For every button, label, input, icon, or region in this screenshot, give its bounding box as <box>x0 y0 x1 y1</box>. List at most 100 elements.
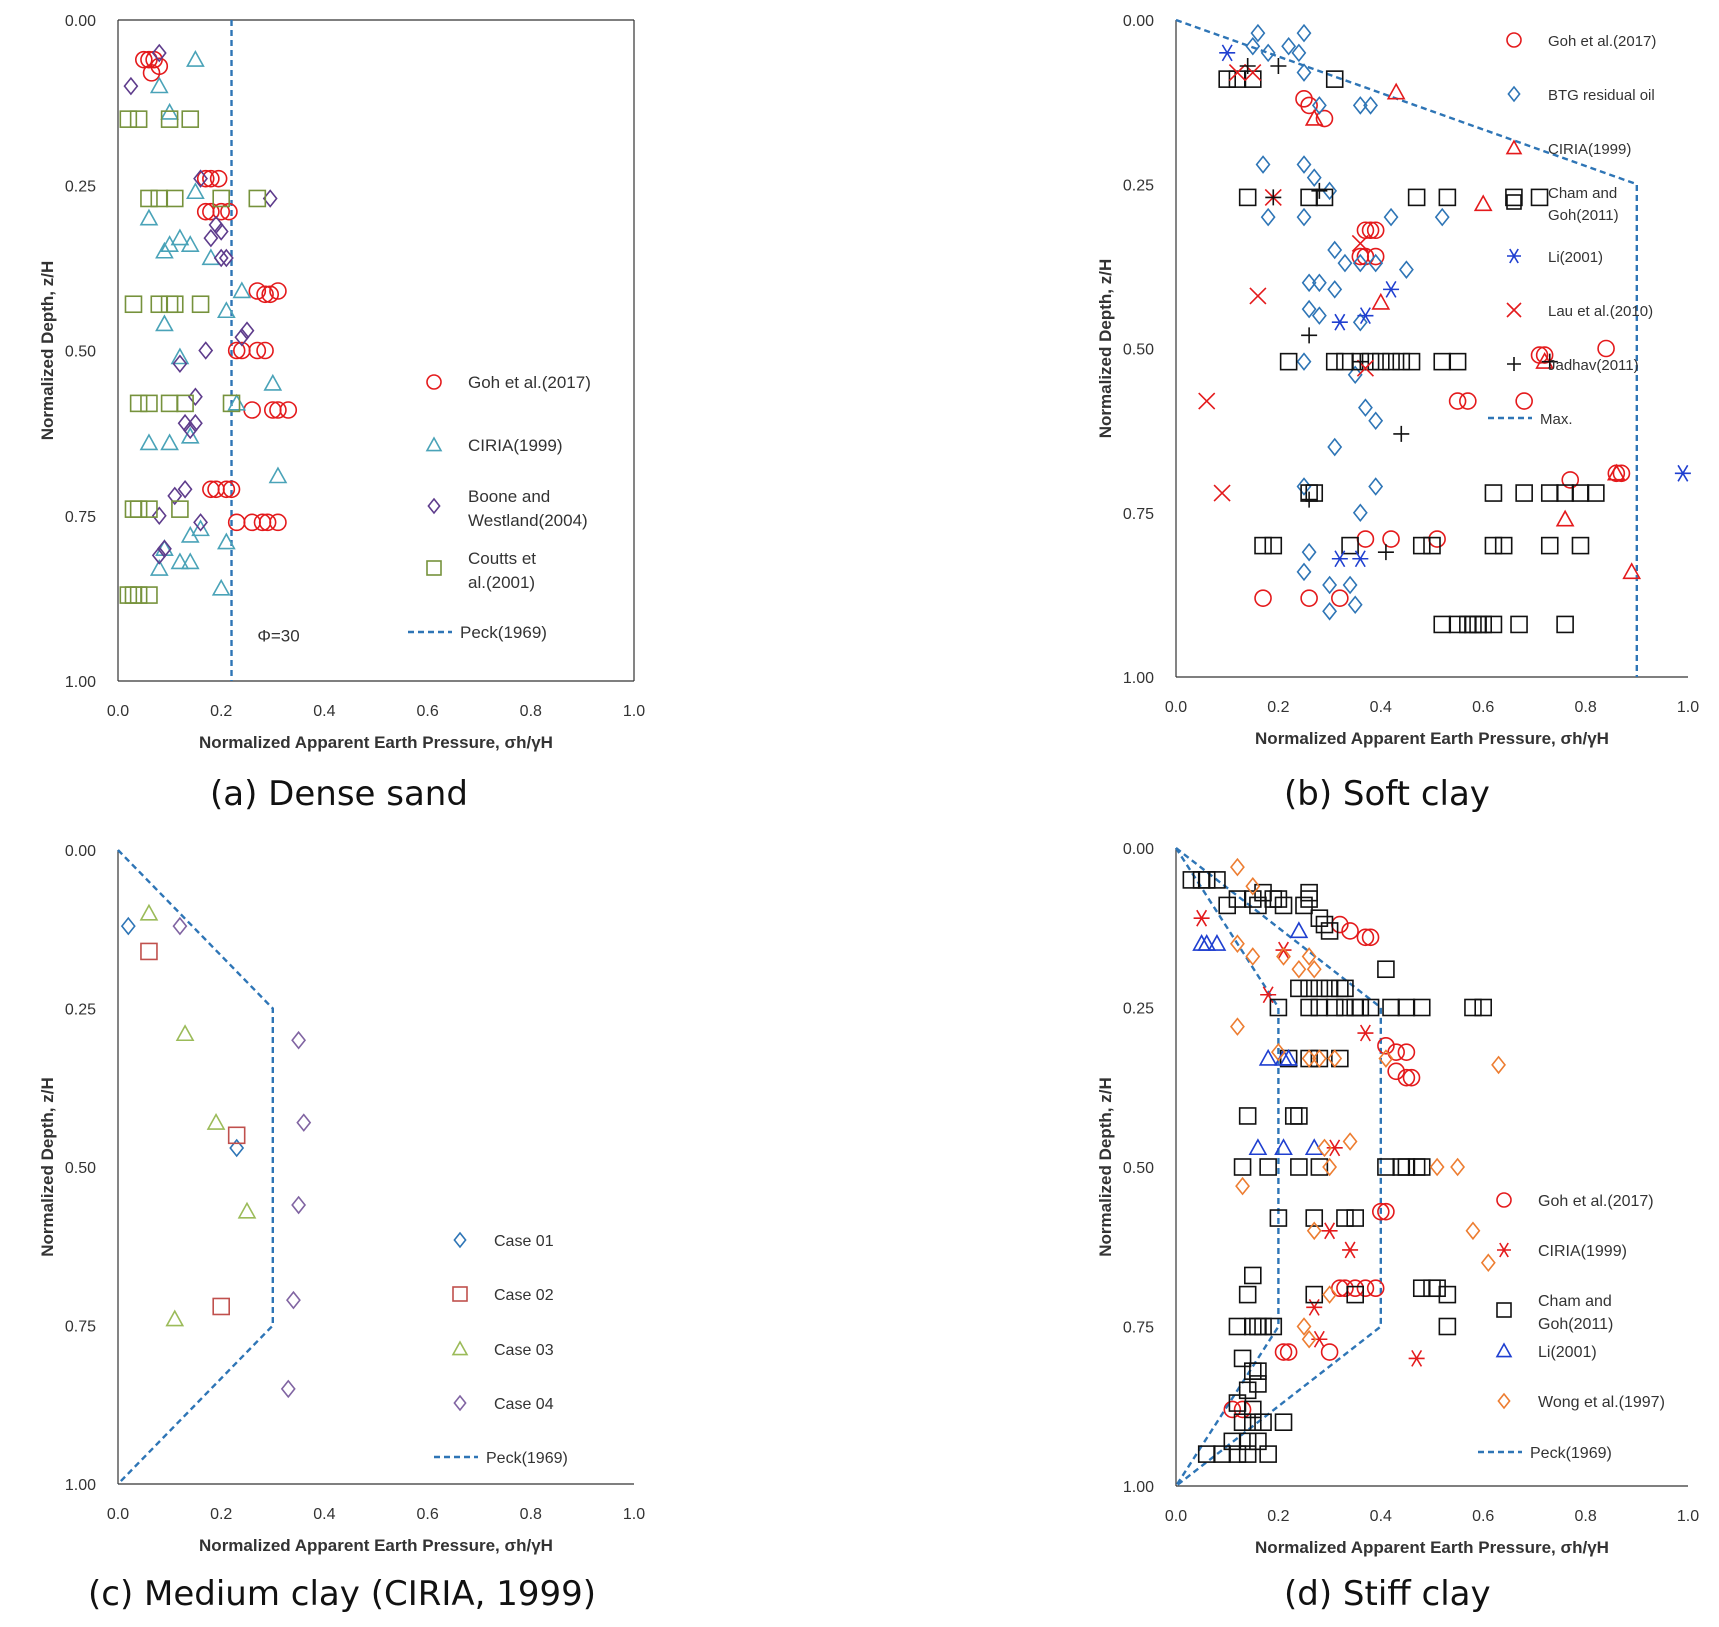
panel-a-point <box>140 50 158 69</box>
panel-d-point <box>1244 1266 1262 1285</box>
panel-b-point <box>1296 562 1312 582</box>
panel-b-point <box>1311 182 1328 199</box>
panel-b-point <box>1352 96 1368 115</box>
panel-d-point <box>1325 998 1344 1017</box>
panel-a-point <box>150 189 169 208</box>
panel-b-point <box>1571 484 1590 502</box>
panel-a-xtick-label: 0.8 <box>520 703 542 720</box>
panel-a-ytick-label: 0.50 <box>65 344 96 361</box>
panel-d-point <box>1230 1017 1245 1036</box>
panel-a-point <box>151 506 167 526</box>
panel-d-point <box>1310 979 1329 998</box>
panel-b-point <box>1238 188 1257 207</box>
panel-a-point <box>217 532 236 550</box>
panel-d-point <box>1372 1202 1390 1221</box>
panel-b-legend-label: CIRIA(1999) <box>1548 141 1631 158</box>
panel-c-point <box>120 916 136 936</box>
panel-b-point <box>1265 189 1282 206</box>
panel-b-point <box>1296 352 1312 371</box>
panel-a-point <box>129 110 148 128</box>
panel-a-xtick-label: 0.4 <box>313 703 335 720</box>
panel-a-point <box>181 110 200 128</box>
panel-a-point <box>171 500 189 518</box>
panel-b-ytick-label: 0.00 <box>1123 13 1154 30</box>
panel-c-legend-marker <box>451 1340 469 1356</box>
panel-a-point <box>268 466 288 484</box>
panel-b-point <box>1322 602 1338 621</box>
caption-a: (a) Dense sand <box>210 774 468 814</box>
panel-d-xlabel: Normalized Apparent Earth Pressure, σh/γ… <box>1255 1538 1609 1557</box>
panel-b-point <box>1218 70 1236 88</box>
panel-d-point <box>1233 1158 1252 1176</box>
panel-d-ytick-label: 0.50 <box>1123 1160 1154 1177</box>
panel-b-legend-marker <box>1507 85 1521 103</box>
panel-d-point <box>1327 1049 1343 1068</box>
panel-d-point <box>1474 998 1492 1017</box>
panel-d-point <box>1279 1048 1298 1066</box>
panel-c-legend-marker <box>453 1231 467 1249</box>
panel-d-point <box>1230 934 1245 953</box>
panel-b-point <box>1347 595 1363 615</box>
panel-a-point <box>248 341 267 360</box>
panel-b-point <box>1322 575 1338 595</box>
panel-a-point <box>201 248 221 266</box>
panel-b-point <box>1515 392 1533 410</box>
panel-d-point <box>1361 998 1380 1017</box>
panel-b-ytick-label: 0.25 <box>1123 177 1154 194</box>
panel-b-point <box>1352 503 1368 523</box>
panel-d-ylabel: Normalized Depth, z/H <box>1096 1077 1115 1256</box>
panel-a-point <box>256 341 274 360</box>
panel-a-point <box>140 500 158 518</box>
panel-a-point <box>165 295 184 314</box>
panel-d-point <box>1264 890 1283 908</box>
panel-b-point <box>1398 260 1414 279</box>
panel-b-point <box>1301 327 1318 344</box>
panel-b-point <box>1386 82 1406 100</box>
panel-b-legend-label: Goh et al.(2017) <box>1548 33 1656 50</box>
panel-c-ytick-label: 0.75 <box>65 1319 96 1336</box>
panel-d-point <box>1311 1330 1328 1348</box>
panel-b-point <box>1213 484 1231 502</box>
panel-c-xtick-label: 0.4 <box>313 1506 335 1523</box>
panel-d-point <box>1279 1343 1298 1361</box>
panel-b-point <box>1459 615 1477 634</box>
panel-a-legend-label: CIRIA(1999) <box>468 436 562 455</box>
panel-a-point <box>191 295 210 314</box>
panel-b-point <box>1438 188 1457 207</box>
panel-c-ylabel: Normalized Depth, z/H <box>38 1077 57 1256</box>
panel-b-legend-marker <box>1507 248 1521 264</box>
panel-d-point <box>1301 1049 1317 1068</box>
panel-a-point <box>203 228 219 248</box>
panel-d-point <box>1269 890 1288 908</box>
panel-a-point <box>202 169 220 188</box>
panel-d-point <box>1274 1343 1293 1361</box>
panel-a-legend-label-wrapped: Boone and Westland(2004) <box>468 487 588 530</box>
panel-d-point <box>1322 1157 1338 1177</box>
panel-a-point <box>119 586 138 604</box>
panel-d-point <box>1412 998 1431 1017</box>
panel-d-point <box>1301 947 1317 966</box>
panel-b-xtick-label: 0.4 <box>1370 699 1392 716</box>
panel-d-point <box>1269 998 1288 1017</box>
panel-b-point <box>1336 352 1354 371</box>
panel-b-xtick-label: 0.6 <box>1472 699 1494 716</box>
panel-c-point <box>175 1024 195 1042</box>
panel-b-point <box>1541 353 1558 370</box>
panel-d-legend-marker <box>1496 1302 1512 1318</box>
panel-b-point <box>1315 188 1334 207</box>
panel-b-point <box>1311 306 1327 325</box>
panel-d-point <box>1264 1317 1283 1336</box>
panel-b-point <box>1484 536 1503 555</box>
panel-d-point <box>1465 1221 1481 1241</box>
panel-b-point <box>1622 562 1642 580</box>
panel-b-point <box>1327 240 1343 260</box>
panel-d-point <box>1230 857 1245 877</box>
panel-b-point <box>1556 615 1574 634</box>
panel-a-point <box>170 347 190 365</box>
panel-d-point <box>1274 896 1293 915</box>
panel-a-point <box>119 110 138 128</box>
panel-d-point <box>1244 1317 1262 1336</box>
panel-d-point <box>1377 1036 1395 1055</box>
panel-d-legend-marker <box>1497 1242 1511 1258</box>
panel-d-point <box>1238 1432 1257 1451</box>
